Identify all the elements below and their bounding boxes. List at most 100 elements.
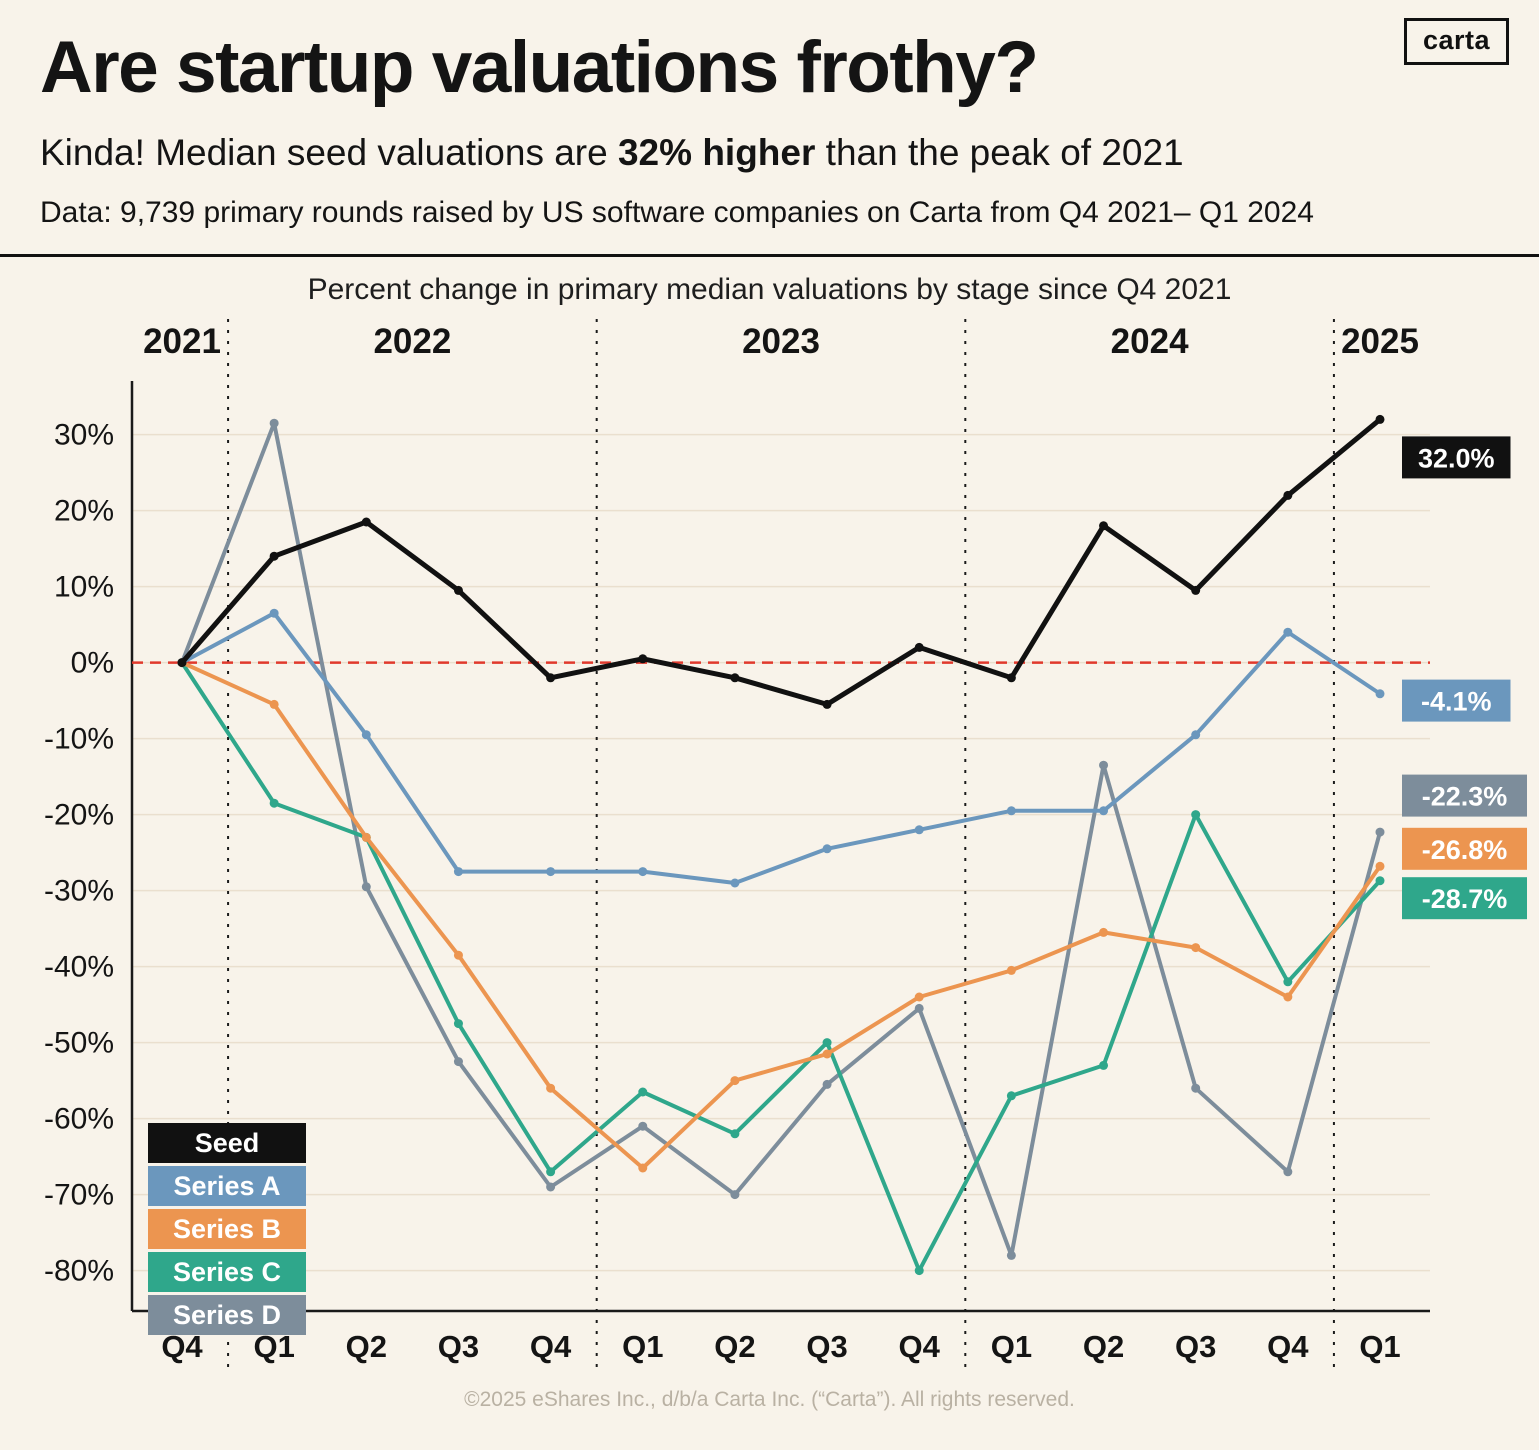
data-point-series-d (638, 1121, 648, 1131)
x-tick-label: Q3 (806, 1329, 847, 1364)
data-point-series-d (1191, 1083, 1201, 1093)
y-tick-label: -20% (44, 799, 114, 832)
legend-label-series-b: Series B (173, 1214, 281, 1244)
subtitle-post: than the peak of 2021 (815, 132, 1184, 174)
data-point-seed (269, 551, 279, 561)
data-point-series-a (1099, 806, 1109, 816)
x-tick-label: Q2 (1083, 1329, 1124, 1364)
y-tick-label: 10% (54, 571, 114, 604)
data-point-series-b (453, 950, 463, 960)
end-label-series-c: -28.7% (1422, 884, 1508, 914)
data-point-series-d (453, 1057, 463, 1067)
data-point-series-d (730, 1190, 740, 1200)
legend-swatch-seed (148, 1123, 306, 1164)
data-point-series-a (1006, 806, 1016, 816)
data-point-series-a (638, 867, 648, 877)
x-tick-label: Q4 (1267, 1329, 1309, 1364)
data-point-series-d (361, 882, 371, 892)
data-point-series-c (730, 1129, 740, 1139)
data-point-series-a (1191, 730, 1201, 740)
data-point-series-b (1191, 943, 1201, 953)
legend-label-series-a: Series A (173, 1171, 280, 1201)
data-point-series-a (822, 844, 832, 854)
data-point-series-b (546, 1083, 556, 1093)
subtitle: Kinda! Median seed valuations are 32% hi… (40, 132, 1499, 174)
x-tick-label: Q1 (1359, 1329, 1400, 1364)
year-label: 2021 (143, 322, 221, 361)
data-point-seed (822, 700, 832, 710)
valuation-change-chart: 30% 20% 10% 0% -10% -20% -30% -40% -50% -60% -70% -… (44, 319, 1527, 1374)
chart-title: Percent change in primary median valuati… (307, 273, 1232, 307)
y-tick-label: 30% (54, 419, 114, 452)
data-point-seed (1283, 491, 1293, 501)
subtitle-highlight: 32% higher (617, 132, 816, 174)
data-point-series-b (1006, 966, 1016, 976)
data-point-series-b (361, 833, 371, 843)
y-tick-label: -30% (44, 875, 114, 908)
data-point-series-b (730, 1076, 740, 1086)
data-point-series-b (914, 992, 924, 1002)
x-tick-label: Q3 (1175, 1329, 1216, 1364)
series-line-seed (179, 417, 1383, 708)
data-point-series-c (1283, 977, 1293, 987)
end-label-series-b: -26.8% (1422, 835, 1508, 865)
end-label-box-series-b (1402, 828, 1527, 871)
legend-swatch-series-d (148, 1295, 306, 1336)
data-point-seed (730, 673, 740, 683)
data-point-series-a (914, 825, 924, 835)
y-tick-label: -50% (44, 1027, 114, 1060)
data-point-series-b (638, 1163, 648, 1173)
data-point-series-b (1375, 862, 1385, 872)
data-point-series-c (1099, 1061, 1109, 1071)
end-label-box-series-c (1402, 877, 1527, 920)
data-point-series-a (546, 867, 556, 877)
data-point-series-d (1099, 760, 1109, 770)
y-tick-label: 0% (71, 647, 114, 680)
legend-swatch-series-b (148, 1209, 306, 1250)
data-point-series-c (1006, 1091, 1016, 1101)
x-tick-label: Q3 (438, 1329, 479, 1364)
end-label-box-series-d (1402, 774, 1527, 817)
y-tick-label: 20% (54, 495, 114, 528)
data-point-series-d (822, 1080, 832, 1090)
x-tick-label: Q2 (346, 1329, 387, 1364)
end-label-box-seed (1402, 436, 1511, 479)
data-point-seed (177, 658, 187, 668)
data-point-series-a (1375, 689, 1385, 699)
y-tick-label: -10% (44, 723, 114, 756)
year-label: 2023 (742, 322, 820, 361)
data-point-series-d (914, 1004, 924, 1014)
y-tick-label: -80% (44, 1255, 114, 1288)
data-note: Data: 9,739 primary rounds raised by US … (40, 196, 1314, 230)
carta-logo: carta (1403, 18, 1509, 65)
data-point-series-c (822, 1038, 832, 1048)
x-tick-label: Q1 (622, 1329, 663, 1364)
legend-label-series-c: Series C (173, 1257, 281, 1287)
year-label: 2022 (373, 322, 451, 361)
data-point-seed (453, 586, 463, 596)
data-point-series-c (638, 1087, 648, 1097)
x-tick-label: Q4 (899, 1329, 941, 1364)
year-label: 2024 (1111, 322, 1189, 361)
data-point-series-b (269, 700, 279, 710)
legend-swatch-series-a (148, 1166, 306, 1207)
data-point-series-b (822, 1049, 832, 1059)
data-point-seed (1375, 415, 1385, 425)
header: carta Are startup valuations frothy? Kin… (0, 0, 1539, 230)
data-point-series-b (1283, 992, 1293, 1002)
data-point-series-d (269, 418, 279, 428)
series-line-series-d (180, 421, 1382, 1258)
data-point-series-a (1283, 627, 1293, 637)
data-point-series-b (1099, 928, 1109, 938)
data-point-seed (1006, 673, 1016, 683)
end-label-box-series-a (1402, 679, 1511, 722)
series-line-series-c (180, 660, 1382, 1273)
legend-label-seed: Seed (195, 1128, 260, 1158)
data-point-seed (1099, 521, 1109, 531)
data-point-series-c (269, 798, 279, 808)
header-divider (0, 254, 1539, 258)
data-point-series-c (1191, 810, 1201, 820)
end-label-seed: 32.0% (1418, 444, 1495, 474)
data-point-seed (914, 643, 924, 653)
data-point-seed (638, 654, 648, 664)
